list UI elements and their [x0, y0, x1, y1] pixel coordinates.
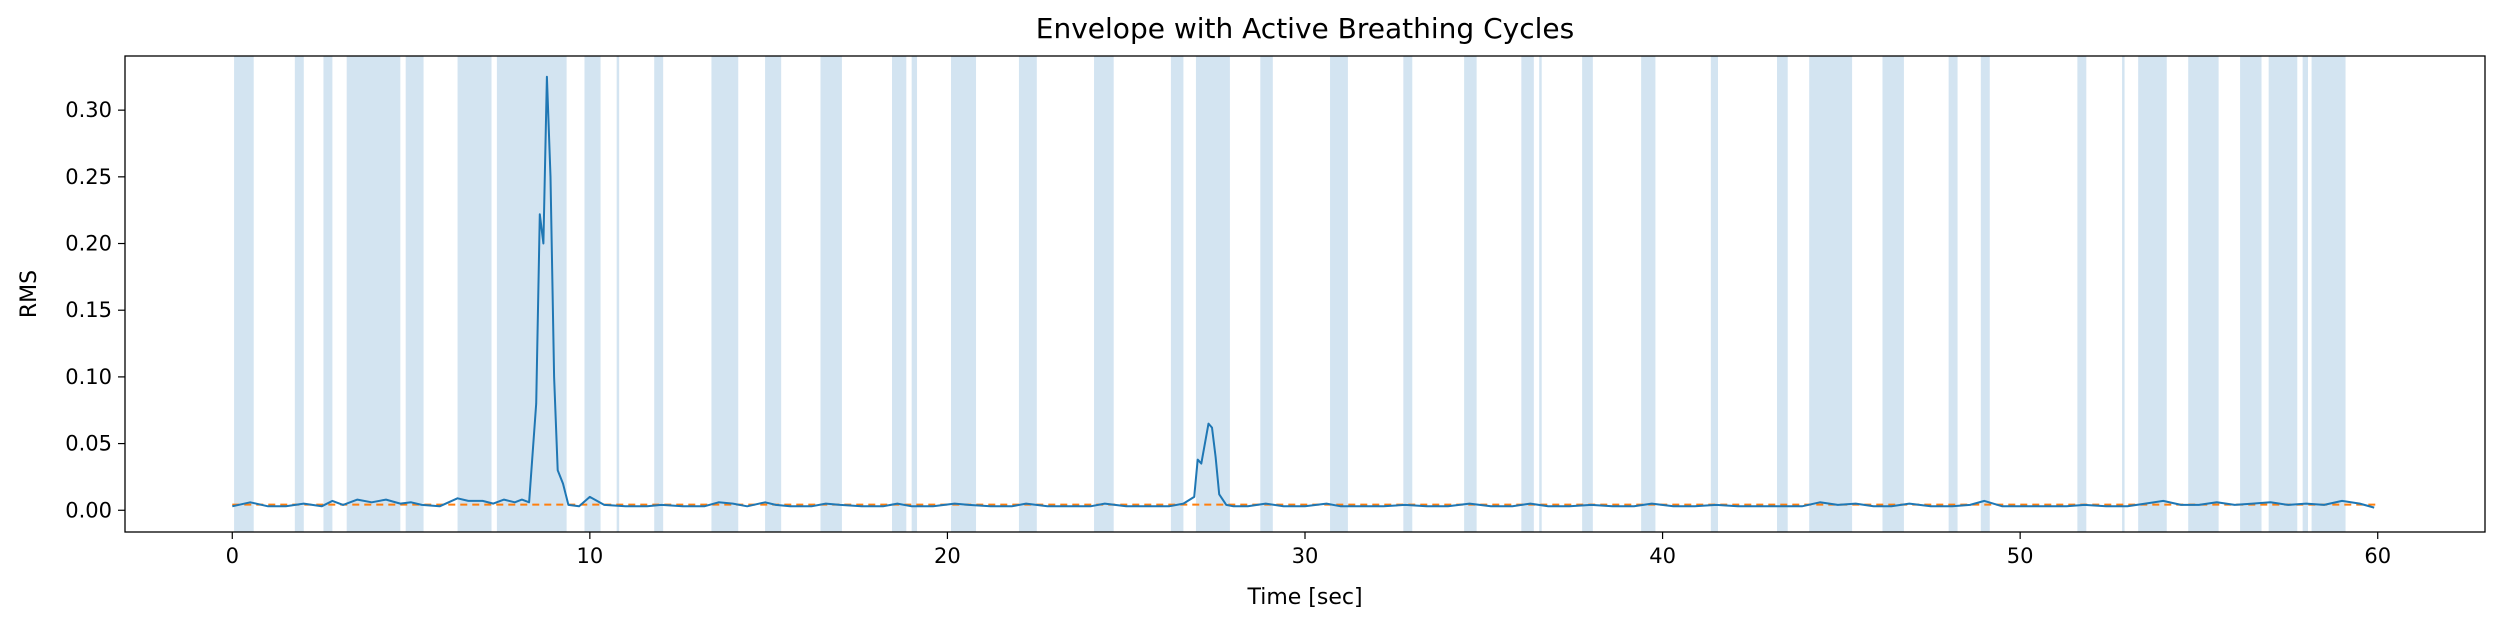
x-tick-label: 0 — [226, 544, 239, 568]
active-cycle-span — [951, 56, 977, 532]
y-axis-label: RMS — [17, 270, 42, 318]
active-cycle-span — [2138, 56, 2167, 532]
active-cycle-span — [2240, 56, 2262, 532]
x-tick-label: 30 — [1292, 544, 1319, 568]
active-cycle-span — [2188, 56, 2219, 532]
active-cycle-span — [584, 56, 601, 532]
active-cycle-span — [323, 56, 333, 532]
active-cycle-span — [457, 56, 492, 532]
active-cycle-span — [405, 56, 424, 532]
active-cycle-span — [346, 56, 401, 532]
active-breathing-cycles — [234, 56, 2346, 532]
y-tick-label: 0.10 — [65, 365, 112, 389]
active-cycle-span — [711, 56, 739, 532]
active-cycle-span — [1641, 56, 1656, 532]
x-axis-ticks: 0 10 20 30 40 50 60 — [226, 532, 2391, 568]
active-cycle-span — [1403, 56, 1413, 532]
y-tick-label: 0.20 — [65, 232, 112, 256]
active-cycle-span — [2311, 56, 2346, 532]
y-tick-label: 0.25 — [65, 165, 112, 189]
active-cycle-span — [2302, 56, 2308, 532]
x-tick-label: 20 — [934, 544, 961, 568]
y-tick-label: 0.30 — [65, 98, 112, 122]
active-cycle-span — [1809, 56, 1853, 532]
envelope-line — [232, 75, 2375, 509]
x-tick-label: 40 — [1649, 544, 1676, 568]
active-cycle-span — [1018, 56, 1037, 532]
y-axis-ticks: 0.00 0.05 0.10 0.15 0.20 0.25 0.30 — [65, 98, 125, 522]
active-cycle-span — [1710, 56, 1718, 532]
active-cycle-span — [616, 56, 620, 532]
chart-title: Envelope with Active Breathing Cycles — [1036, 12, 1574, 45]
active-cycle-span — [1260, 56, 1273, 532]
active-cycle-span — [820, 56, 842, 532]
active-cycle-span — [234, 56, 254, 532]
active-cycle-span — [911, 56, 918, 532]
x-axis-label: Time [sec] — [1246, 585, 1362, 610]
active-cycle-span — [654, 56, 664, 532]
active-cycle-span — [1777, 56, 1788, 532]
x-tick-label: 10 — [576, 544, 603, 568]
active-cycle-span — [1948, 56, 1958, 532]
active-cycle-span — [1464, 56, 1477, 532]
active-cycle-span — [765, 56, 782, 532]
y-tick-label: 0.15 — [65, 298, 112, 322]
active-cycle-span — [1094, 56, 1114, 532]
x-tick-label: 50 — [2007, 544, 2034, 568]
x-tick-label: 60 — [2364, 544, 2391, 568]
active-cycle-span — [1980, 56, 1990, 532]
active-cycle-span — [1882, 56, 1904, 532]
active-cycle-span — [1539, 56, 1542, 532]
active-cycle-span — [892, 56, 907, 532]
active-cycle-span — [2122, 56, 2125, 532]
active-cycle-span — [1170, 56, 1184, 532]
active-cycle-span — [294, 56, 304, 532]
y-tick-label: 0.05 — [65, 432, 112, 456]
active-cycle-span — [1195, 56, 1230, 532]
active-cycle-span — [2268, 56, 2298, 532]
active-cycle-span — [1330, 56, 1348, 532]
y-tick-label: 0.00 — [65, 498, 112, 522]
active-cycle-span — [2077, 56, 2087, 532]
active-cycle-span — [1582, 56, 1593, 532]
active-cycle-span — [1521, 56, 1534, 532]
chart-lines — [232, 75, 2378, 509]
